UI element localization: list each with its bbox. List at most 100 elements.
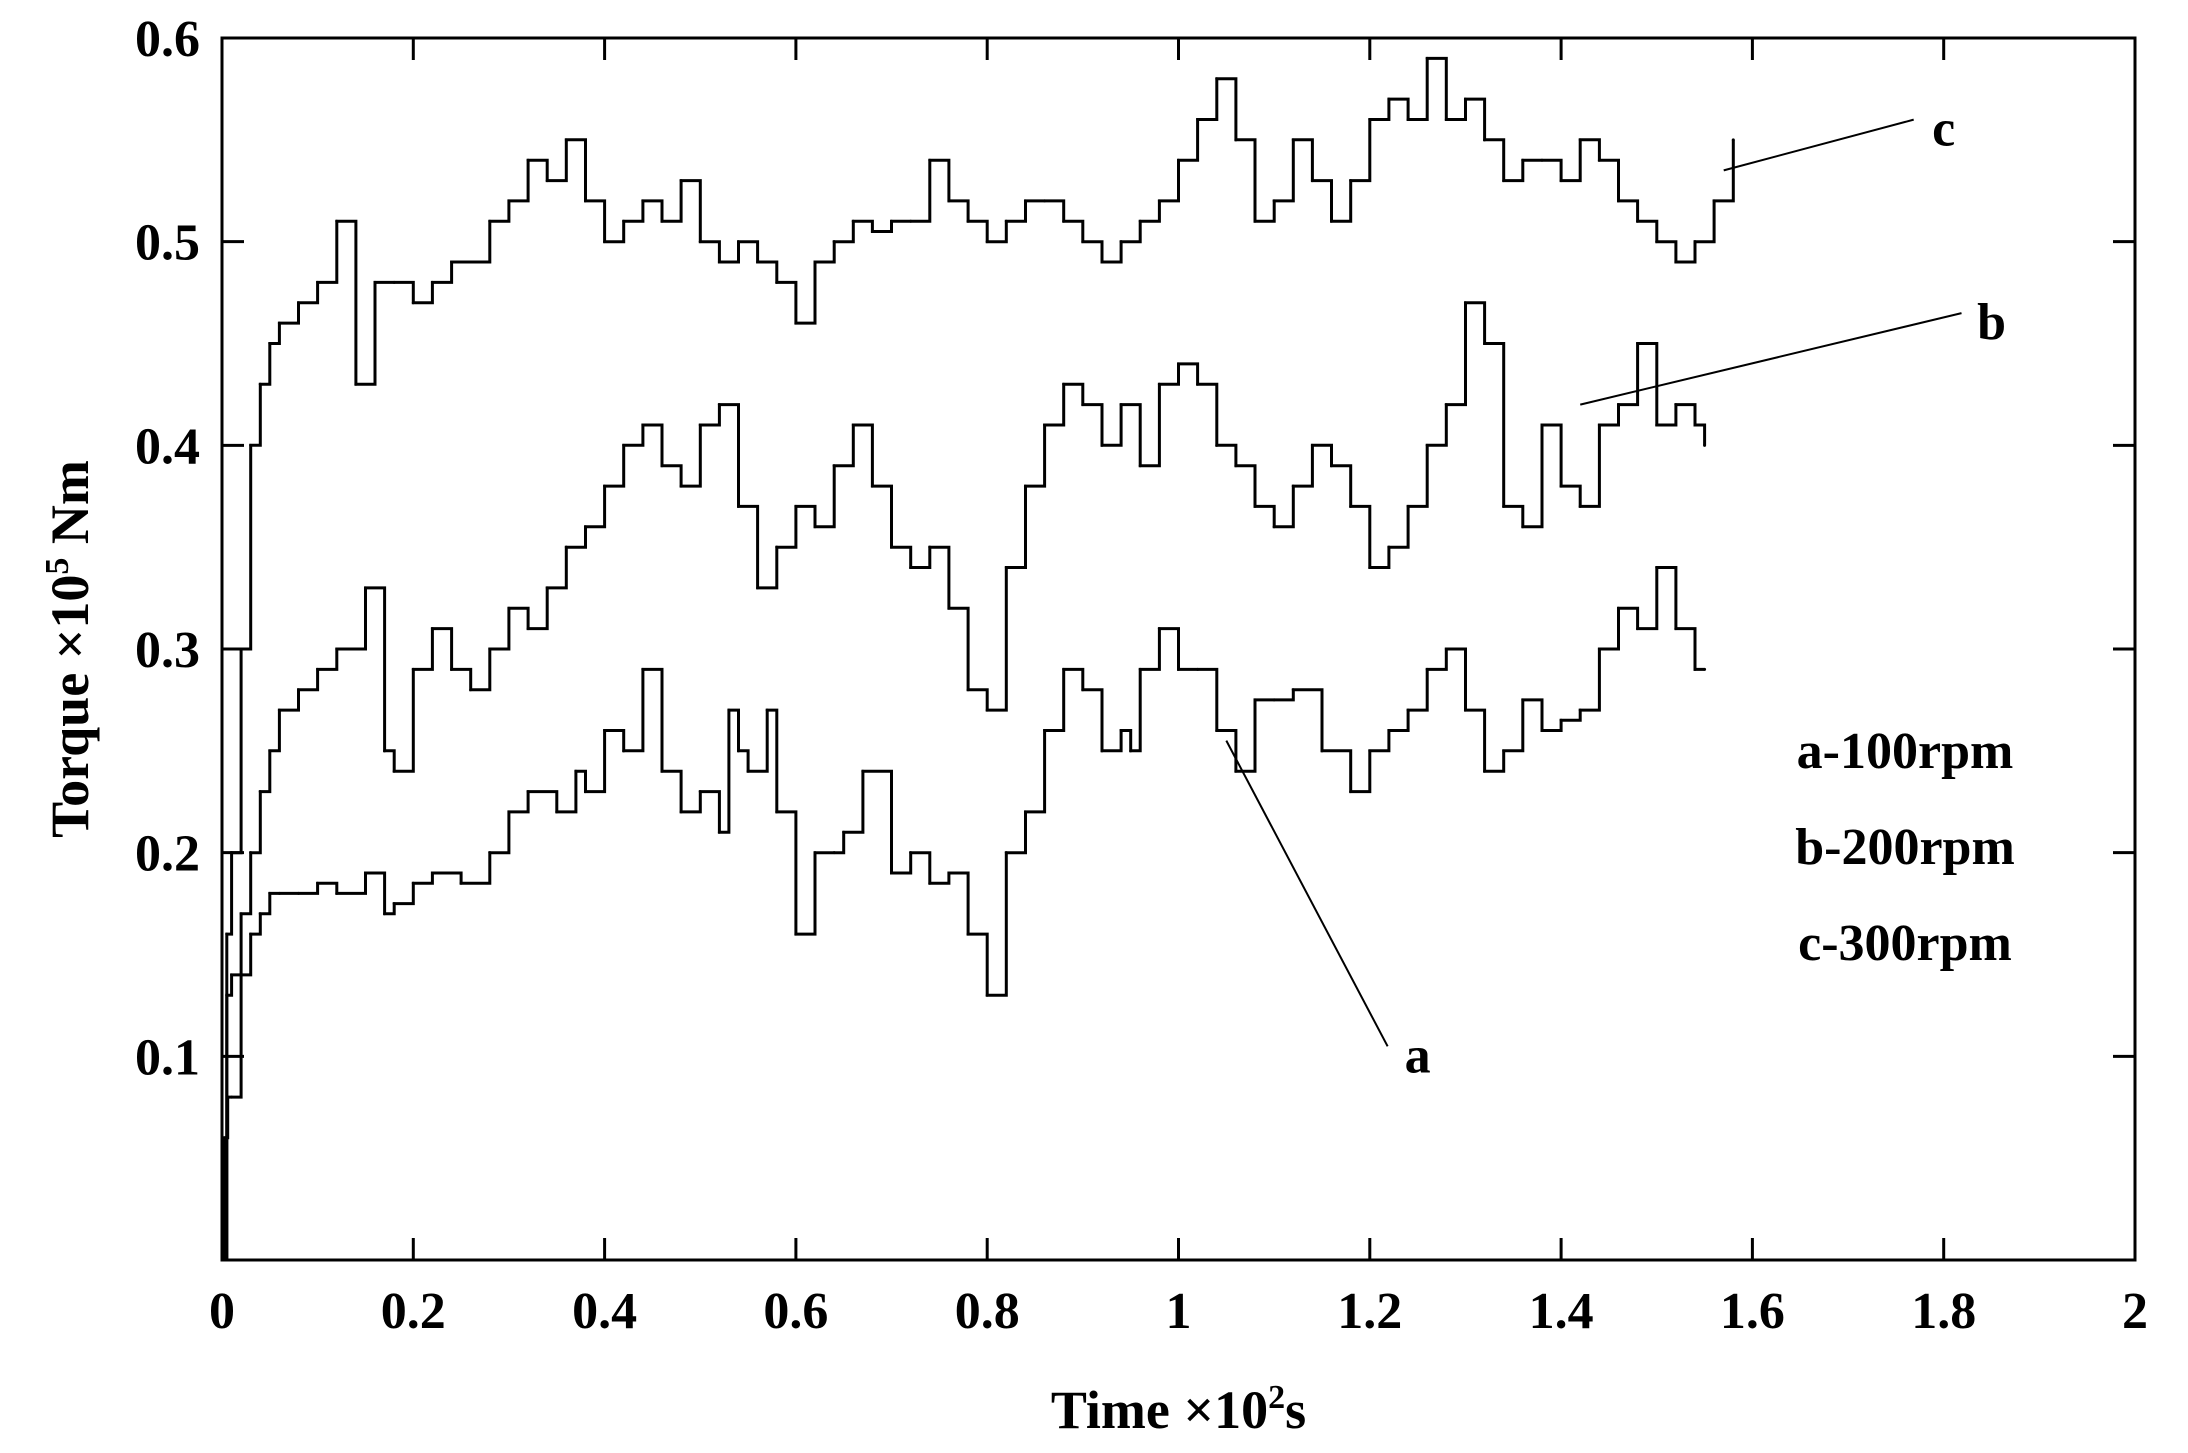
series-point-a <box>1100 749 1104 753</box>
series-point-b <box>1616 403 1620 407</box>
series-point-c <box>1616 199 1620 203</box>
x-tick-label: 0.4 <box>572 1283 637 1340</box>
series-point-c <box>545 179 549 183</box>
series-point-c <box>1674 260 1678 264</box>
series-point-a <box>1119 728 1123 732</box>
series-point-c <box>1157 199 1161 203</box>
series-point-a <box>1578 708 1582 712</box>
series-point-b <box>909 566 913 570</box>
series-point-b <box>383 749 387 753</box>
y-tick-label: 0.2 <box>135 826 200 883</box>
series-point-a <box>717 830 721 834</box>
series-point-c <box>526 158 530 162</box>
x-axis-title: Time ×102s <box>1051 1379 1306 1440</box>
series-point-a <box>316 881 320 885</box>
series-point-b <box>363 586 367 590</box>
series-point-c <box>794 321 798 325</box>
series-point-b <box>268 749 272 753</box>
series-point-a <box>1636 627 1640 631</box>
series-point-a <box>1559 718 1563 722</box>
series-point-c <box>1196 117 1200 121</box>
series-point-a <box>679 810 683 814</box>
series-point-c <box>813 260 817 264</box>
series-point-b <box>239 912 243 916</box>
series-point-a <box>985 993 989 997</box>
series-point-b <box>641 423 645 427</box>
series-point-a <box>488 851 492 855</box>
series-point-a <box>1703 667 1707 671</box>
series-point-c <box>851 219 855 223</box>
series-point-a <box>1444 647 1448 651</box>
series-point-c <box>469 260 473 264</box>
series-point-b <box>335 647 339 651</box>
series-line-a <box>222 566 1705 1262</box>
series-point-a <box>1425 667 1429 671</box>
series-point-a <box>641 667 645 671</box>
series-point-b <box>870 484 874 488</box>
series-point-a <box>363 871 367 875</box>
series-point-c <box>507 199 511 203</box>
series-point-b <box>603 484 607 488</box>
series-point-c <box>909 219 913 223</box>
series-point-a <box>249 932 253 936</box>
legend-entry: c-300rpm <box>1798 915 2012 972</box>
series-point-c <box>1693 240 1697 244</box>
series-point-c <box>354 382 358 386</box>
series-point-c <box>1502 179 1506 183</box>
series-point-b <box>488 647 492 651</box>
series-point-b <box>1578 504 1582 508</box>
series-point-a <box>258 912 262 916</box>
series-point-c <box>1310 179 1314 183</box>
series-point-c <box>947 199 951 203</box>
series-point-c <box>1234 138 1238 142</box>
series-point-b <box>258 790 262 794</box>
series-group <box>220 56 1735 1262</box>
series-point-c <box>985 240 989 244</box>
series-point-b <box>230 973 234 977</box>
series-point-c <box>737 240 741 244</box>
tick-labels: 0 0.2 0.4 0.6 0.8 1 1.2 1.4 1.6 1.8 2 0.1 0.2 0.3 0.4 0… <box>135 11 2148 1340</box>
series-point-b <box>1540 423 1544 427</box>
series-point-c <box>1177 158 1180 162</box>
series-point-a <box>698 790 702 794</box>
series-point-b <box>794 504 798 508</box>
series-point-c <box>1540 158 1544 162</box>
series-point-c <box>775 280 779 284</box>
series-point-a <box>574 769 578 773</box>
series-point-c <box>1387 97 1391 101</box>
series-point-a <box>775 810 779 814</box>
x-axis-title-main: Time ×10 <box>1051 1380 1268 1440</box>
series-point-c <box>1081 240 1085 244</box>
series-point-a <box>603 728 607 732</box>
series-point-c <box>832 240 836 244</box>
series-line-b <box>222 301 1707 1262</box>
series-point-b <box>832 464 836 468</box>
series-point-c <box>1483 138 1487 142</box>
series-point-c <box>411 301 415 305</box>
series-point-b <box>756 586 760 590</box>
series-point-c <box>392 280 396 284</box>
y-tick-label: 0.4 <box>135 418 200 475</box>
series-point-b <box>1674 403 1678 407</box>
series-point-c <box>717 260 721 264</box>
series-point-c <box>1291 138 1295 142</box>
series-point-b <box>392 769 396 773</box>
series-point-c <box>1272 199 1276 203</box>
y-axis-title: Torque ×105 Nm <box>39 460 100 838</box>
series-point-b <box>1349 504 1353 508</box>
series-point-a <box>383 912 387 916</box>
series-point-a <box>832 851 836 855</box>
series-point-b <box>890 545 894 549</box>
series-point-b <box>1597 423 1601 427</box>
series-point-b <box>1387 545 1391 549</box>
series-point-a <box>583 790 587 794</box>
series-line-c <box>222 56 1735 1262</box>
series-point-a <box>411 881 415 885</box>
series-point-b <box>851 423 855 427</box>
series-point-b <box>450 667 454 671</box>
y-tick-label: 0.3 <box>135 622 200 679</box>
series-point-c <box>679 179 683 183</box>
series-point-c <box>1023 199 1027 203</box>
series-point-a <box>622 749 626 753</box>
x-tick-label: 0.8 <box>955 1283 1020 1340</box>
